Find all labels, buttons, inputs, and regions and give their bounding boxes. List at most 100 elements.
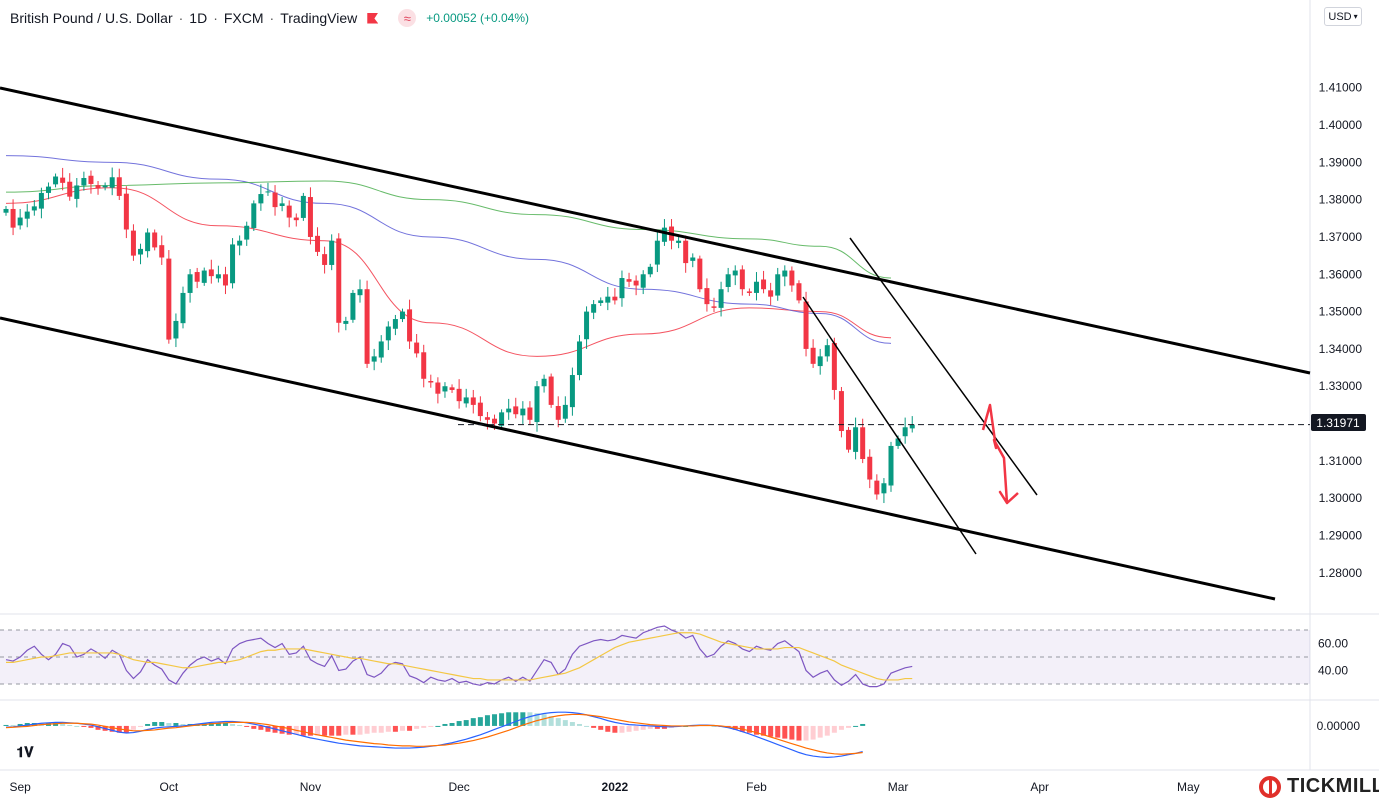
macd-pane: 0.00000 xyxy=(3,711,1360,758)
rsi-line xyxy=(5,625,913,688)
macd-histogram-bar xyxy=(180,723,186,726)
macd-histogram-bar xyxy=(265,725,271,732)
candle xyxy=(442,382,448,398)
candle-body xyxy=(732,270,738,276)
candle xyxy=(499,409,505,429)
candle xyxy=(902,417,908,444)
candle xyxy=(605,286,611,311)
candle xyxy=(307,187,313,245)
candle-body xyxy=(775,274,781,296)
candle xyxy=(88,170,94,194)
price-tick-label: 1.37000 xyxy=(1319,230,1363,244)
candle xyxy=(421,344,427,388)
macd-line xyxy=(5,711,863,758)
candle-body xyxy=(768,290,774,297)
price-tick-label: 1.34000 xyxy=(1319,342,1363,356)
channel-upper-line xyxy=(0,86,1311,375)
candle-body xyxy=(527,407,533,420)
candle-body xyxy=(322,254,328,265)
price-axis[interactable]: 1.280001.290001.300001.310001.320001.330… xyxy=(1319,81,1363,580)
candle xyxy=(145,228,151,258)
tickmill-logo: TICKMILL xyxy=(1259,775,1379,798)
candle-body xyxy=(697,258,703,290)
candle xyxy=(633,275,639,296)
candle xyxy=(130,224,136,261)
candle-body xyxy=(562,404,568,419)
price-change: +0.00052 (+0.04%) xyxy=(426,11,530,25)
macd-histogram-bar xyxy=(336,725,342,736)
rsi-pane: 60.00 40.00 xyxy=(0,625,1348,688)
macd-histogram-bar xyxy=(329,725,335,736)
candle-body xyxy=(456,388,462,402)
macd-histogram-bar xyxy=(60,723,66,726)
candle-body xyxy=(661,227,667,242)
candle xyxy=(690,253,696,268)
macd-histogram-bar xyxy=(435,725,441,727)
rsi-line xyxy=(6,632,913,681)
tradingview-logo-icon[interactable]: 𝟏𝐕 xyxy=(16,743,34,760)
price-tick-label: 1.30000 xyxy=(1319,491,1363,505)
candle xyxy=(95,180,101,195)
macd-histogram-bar xyxy=(463,720,469,726)
candle-body xyxy=(520,408,526,416)
candle xyxy=(874,474,880,500)
candle-body xyxy=(244,225,250,240)
interval-label[interactable]: 1D xyxy=(189,10,208,26)
candle-body xyxy=(265,191,271,193)
candle-body xyxy=(860,427,866,459)
currency-select[interactable]: USD ▾ xyxy=(1324,7,1362,26)
macd-histogram-bar xyxy=(569,722,575,726)
candle xyxy=(31,200,37,216)
candle-body xyxy=(888,445,894,486)
macd-histogram-bar xyxy=(626,725,632,732)
candle-body xyxy=(399,311,405,320)
candle xyxy=(230,238,236,289)
candle-body xyxy=(187,274,193,293)
macd-histogram-bar xyxy=(506,712,512,726)
macd-histogram-bar xyxy=(173,723,179,726)
candle-body xyxy=(541,378,547,387)
candle-body xyxy=(421,352,427,379)
candle-body xyxy=(279,203,285,206)
candle xyxy=(286,200,292,228)
candle-body xyxy=(222,274,228,286)
candle-body xyxy=(38,192,44,209)
macd-histogram-bar xyxy=(853,725,859,727)
candle xyxy=(768,282,774,306)
time-axis[interactable]: Sep Oct Nov Dec 2022 Feb Mar Apr May xyxy=(9,780,1199,794)
candle-body xyxy=(194,272,200,282)
macd-histogram-bar xyxy=(152,722,158,726)
candle-body xyxy=(548,376,554,405)
macd-histogram-bar xyxy=(378,725,384,733)
price-tick-label: 1.31000 xyxy=(1319,454,1363,468)
macd-histogram-bar xyxy=(286,725,292,735)
macd-histogram-bar xyxy=(428,725,434,727)
candle xyxy=(173,313,179,348)
macd-histogram-bar xyxy=(831,725,837,733)
last-price-tag-text: 1.31971 xyxy=(1316,416,1360,430)
candle xyxy=(251,200,257,231)
candle xyxy=(867,449,873,489)
flag-icon[interactable] xyxy=(367,12,379,24)
candle xyxy=(265,182,271,196)
symbol-title[interactable]: British Pound / U.S. Dollar xyxy=(10,10,173,26)
candle-body xyxy=(782,270,788,277)
candle-body xyxy=(138,248,144,255)
macd-histogram-bar xyxy=(746,725,752,733)
candle-body xyxy=(470,397,476,405)
candle-body xyxy=(881,483,887,494)
candle xyxy=(300,192,306,221)
approx-wave-icon[interactable]: ≈ xyxy=(398,9,417,27)
candle-body xyxy=(605,296,611,303)
candle-body xyxy=(704,288,710,305)
candle-body xyxy=(428,381,434,383)
price-tick-label: 1.28000 xyxy=(1319,566,1363,580)
candlesticks xyxy=(3,167,915,504)
macd-histogram-bar xyxy=(67,724,73,726)
candle-body xyxy=(746,291,752,293)
moving-average-line xyxy=(5,155,892,344)
time-tick-label: Mar xyxy=(888,780,909,794)
macd-histogram-bar xyxy=(492,714,498,726)
candle-body xyxy=(300,195,306,218)
